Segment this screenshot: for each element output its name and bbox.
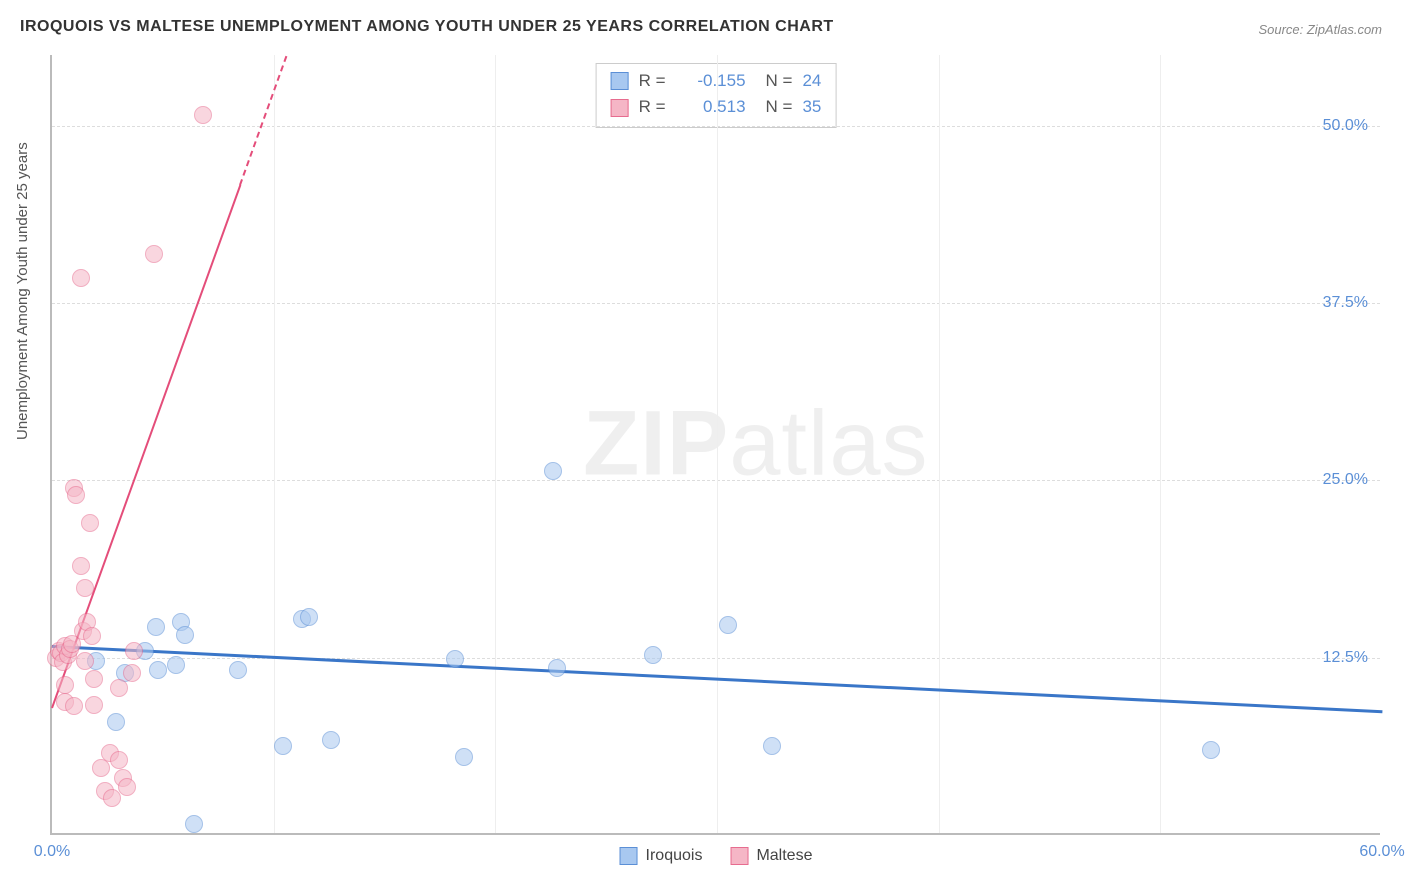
scatter-point bbox=[322, 731, 340, 749]
gridline-h bbox=[52, 303, 1380, 304]
plot-area: ZIPatlas R = -0.155 N = 24 R = 0.513 N =… bbox=[50, 55, 1380, 835]
scatter-point bbox=[176, 626, 194, 644]
legend-item-maltese: Maltese bbox=[730, 847, 812, 865]
scatter-point bbox=[81, 514, 99, 532]
n-label: N = bbox=[766, 68, 793, 94]
source-label: Source: ZipAtlas.com bbox=[1258, 22, 1382, 37]
scatter-point bbox=[229, 661, 247, 679]
scatter-point bbox=[185, 815, 203, 833]
trend-line bbox=[239, 56, 287, 186]
gridline-h bbox=[52, 126, 1380, 127]
scatter-point bbox=[110, 679, 128, 697]
scatter-point bbox=[1202, 741, 1220, 759]
scatter-point bbox=[149, 661, 167, 679]
y-axis-title: Unemployment Among Youth under 25 years bbox=[14, 142, 31, 440]
gridline-h bbox=[52, 480, 1380, 481]
scatter-point bbox=[763, 737, 781, 755]
scatter-point bbox=[194, 106, 212, 124]
scatter-point bbox=[147, 618, 165, 636]
legend-label: Maltese bbox=[756, 847, 812, 865]
chart-title: IROQUOIS VS MALTESE UNEMPLOYMENT AMONG Y… bbox=[20, 18, 834, 36]
x-tick-label: 60.0% bbox=[1359, 843, 1404, 861]
scatter-point bbox=[719, 616, 737, 634]
n-value: 24 bbox=[802, 68, 821, 94]
x-tick-label: 0.0% bbox=[34, 843, 70, 861]
scatter-point bbox=[92, 759, 110, 777]
swatch-icon bbox=[730, 847, 748, 865]
scatter-point bbox=[145, 245, 163, 263]
gridline-v bbox=[495, 55, 496, 833]
swatch-icon bbox=[611, 72, 629, 90]
scatter-point bbox=[544, 462, 562, 480]
n-label: N = bbox=[766, 94, 793, 120]
scatter-point bbox=[72, 269, 90, 287]
scatter-point bbox=[167, 656, 185, 674]
gridline-v bbox=[1160, 55, 1161, 833]
r-label: R = bbox=[639, 94, 666, 120]
gridline-v bbox=[939, 55, 940, 833]
scatter-point bbox=[72, 557, 90, 575]
legend-item-iroquois: Iroquois bbox=[620, 847, 703, 865]
n-value: 35 bbox=[802, 94, 821, 120]
scatter-point bbox=[83, 627, 101, 645]
scatter-point bbox=[446, 650, 464, 668]
legend-label: Iroquois bbox=[646, 847, 703, 865]
gridline-h bbox=[52, 658, 1380, 659]
scatter-point bbox=[125, 642, 143, 660]
legend-row-iroquois: R = -0.155 N = 24 bbox=[611, 68, 822, 94]
scatter-point bbox=[103, 789, 121, 807]
swatch-icon bbox=[611, 99, 629, 117]
correlation-legend: R = -0.155 N = 24 R = 0.513 N = 35 bbox=[596, 63, 837, 128]
scatter-point bbox=[67, 486, 85, 504]
scatter-point bbox=[76, 579, 94, 597]
r-label: R = bbox=[639, 68, 666, 94]
scatter-point bbox=[110, 751, 128, 769]
swatch-icon bbox=[620, 847, 638, 865]
watermark-bold: ZIP bbox=[583, 393, 729, 495]
scatter-point bbox=[548, 659, 566, 677]
scatter-point bbox=[123, 664, 141, 682]
scatter-point bbox=[107, 713, 125, 731]
scatter-point bbox=[455, 748, 473, 766]
series-legend: Iroquois Maltese bbox=[620, 847, 813, 865]
legend-row-maltese: R = 0.513 N = 35 bbox=[611, 94, 822, 120]
scatter-point bbox=[644, 646, 662, 664]
r-value: -0.155 bbox=[676, 68, 746, 94]
scatter-point bbox=[300, 608, 318, 626]
scatter-point bbox=[85, 696, 103, 714]
scatter-point bbox=[65, 697, 83, 715]
watermark-light: atlas bbox=[729, 393, 928, 495]
r-value: 0.513 bbox=[676, 94, 746, 120]
gridline-v bbox=[717, 55, 718, 833]
scatter-point bbox=[56, 676, 74, 694]
scatter-point bbox=[274, 737, 292, 755]
scatter-point bbox=[118, 778, 136, 796]
scatter-point bbox=[76, 652, 94, 670]
scatter-point bbox=[85, 670, 103, 688]
gridline-v bbox=[274, 55, 275, 833]
